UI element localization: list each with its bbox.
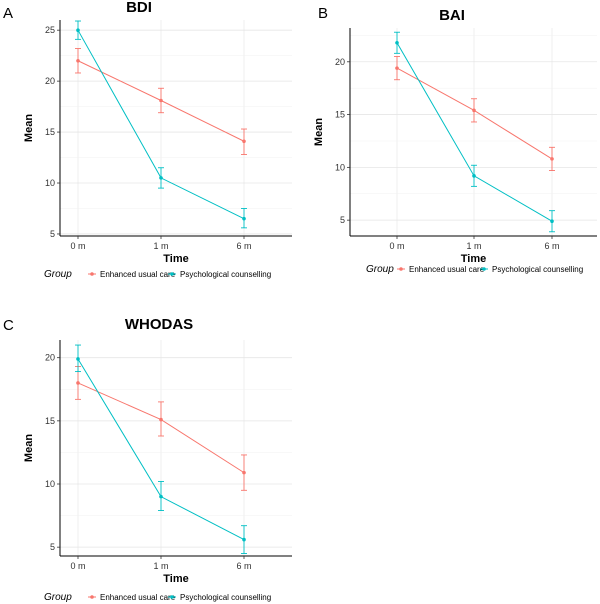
data-point [242,537,246,542]
data-point [76,58,80,63]
y-axis-title: Mean [23,114,35,142]
x-tick-label: 6 m [236,241,251,251]
series-psychological-counselling [75,344,247,554]
panel-letter: C [3,317,14,334]
data-point [159,494,163,499]
data-point [76,357,80,361]
panel-letter: A [3,5,13,22]
chart-panel-b: B BAI 5 10 15 20 0 m 1 m 6 m Time Mean Group Enhance… [313,5,597,275]
y-axis-title: Mean [23,434,35,462]
legend: Group Enhanced usual care Psychological co… [44,592,271,603]
data-point [159,98,163,103]
x-tick-label: 6 m [236,561,251,571]
data-point [395,40,399,45]
series-psychological-counselling [394,31,555,233]
legend-label: Psychological counselling [180,593,271,602]
y-tick-label: 20 [335,57,345,67]
legend-key-point [90,272,94,276]
x-tick-label: 0 m [389,241,404,251]
data-point [159,417,163,422]
series-psychological-counselling [75,20,247,229]
y-tick-label: 20 [45,76,55,86]
legend-label: Enhanced usual care [100,593,176,602]
chart-title: BDI [126,0,152,16]
x-axis-title: Time [461,253,486,265]
x-axis-title: Time [163,573,188,585]
y-tick-label: 5 [340,215,345,225]
chart-panel-c: C WHODAS 5 10 15 20 0 m 1 m 6 m Time Mean Group Enha… [3,316,292,603]
x-tick-label: 1 m [153,241,168,251]
legend-label: Enhanced usual care [100,270,176,279]
y-tick-label: 20 [45,353,55,363]
series-enhanced-usual-care [75,366,247,491]
y-tick-label: 5 [50,229,55,239]
data-point [242,470,246,475]
data-point [76,28,80,32]
legend-key-point [90,595,94,599]
legend-title: Group [366,264,394,275]
y-tick-label: 25 [45,25,55,35]
legend-key-point [482,267,486,271]
chart-title: WHODAS [125,316,193,333]
legend: Group Enhanced usual care Psychological co… [366,264,583,275]
x-tick-label: 1 m [466,241,481,251]
data-point [242,139,246,144]
series-enhanced-usual-care [394,56,555,171]
y-tick-label: 15 [45,416,55,426]
series-enhanced-usual-care [75,48,247,155]
chart-panel-a: A BDI 5 10 15 20 25 0 m 1 m 6 m Time Mean Group Enhan… [3,0,292,280]
legend-title: Group [44,269,72,280]
data-point [550,219,554,224]
y-tick-label: 10 [45,178,55,188]
legend: Group Enhanced usual care Psychological co… [44,269,271,280]
data-point [550,157,554,161]
legend-label: Psychological counselling [492,265,583,274]
x-tick-label: 0 m [70,561,85,571]
y-tick-label: 15 [335,110,345,120]
x-axis-title: Time [163,253,188,265]
y-tick-label: 10 [335,162,345,172]
legend-title: Group [44,592,72,603]
y-tick-label: 10 [45,479,55,489]
data-point [472,174,476,178]
legend-label: Enhanced usual care [409,265,485,274]
panel-letter: B [318,5,328,22]
data-point [76,381,80,385]
y-tick-label: 15 [45,127,55,137]
y-tick-label: 5 [50,542,55,552]
legend-label: Psychological counselling [180,270,271,279]
chart-title: BAI [439,7,465,24]
x-tick-label: 6 m [544,241,559,251]
legend-key-point [170,595,174,599]
x-tick-label: 0 m [70,241,85,251]
y-axis-title: Mean [313,118,325,146]
legend-key-point [399,267,403,271]
data-point [395,66,399,70]
series-line [396,67,553,160]
x-tick-label: 1 m [153,561,168,571]
series-line [396,42,553,222]
data-point [159,176,163,180]
data-point [472,108,476,113]
data-point [242,216,246,221]
legend-key-point [170,272,174,276]
